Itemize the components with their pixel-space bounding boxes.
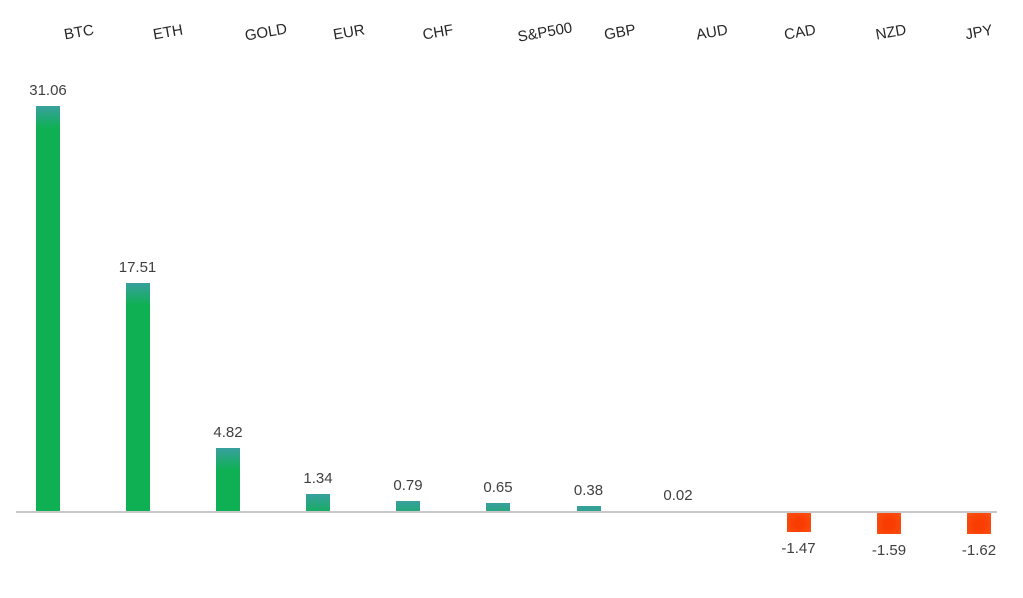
bar-chf [396,500,420,511]
value-label-chf: 0.79 [393,476,423,494]
bar-gold [216,448,240,511]
bar-s-p500 [486,502,510,511]
value-label-nzd: -1.59 [871,541,907,559]
value-label-gbp: 0.38 [573,482,604,500]
category-label-gold: GOLD [243,20,289,45]
category-label-cad: CAD [782,21,818,44]
value-label-btc: 31.06 [29,81,67,99]
category-label-gbp: GBP [602,21,638,44]
bar-jpy [967,513,991,535]
category-label-nzd: NZD [874,21,908,44]
value-label-eth: 17.51 [118,258,157,276]
value-label-gold: 4.82 [213,424,243,442]
x-axis-baseline [16,511,997,513]
category-label-chf: CHF [421,21,455,44]
bar-gbp [576,506,601,511]
bar-nzd [877,513,901,534]
category-label-jpy: JPY [963,21,995,44]
category-label-btc: BTC [62,21,96,44]
bar-eur [306,493,330,511]
bar-eth [125,282,150,511]
bar-btc [36,105,60,511]
value-label-eur: 1.34 [303,469,333,487]
category-label-eur: EUR [331,21,367,44]
value-label-aud: 0.02 [663,486,693,504]
bar-cad [786,513,811,533]
category-label-s-p500: S&P500 [516,19,574,46]
value-label-cad: -1.47 [781,540,816,558]
category-label-aud: AUD [694,21,730,44]
category-label-eth: ETH [151,21,185,44]
value-label-jpy: -1.62 [961,542,997,560]
value-label-s-p500: 0.65 [483,478,513,496]
